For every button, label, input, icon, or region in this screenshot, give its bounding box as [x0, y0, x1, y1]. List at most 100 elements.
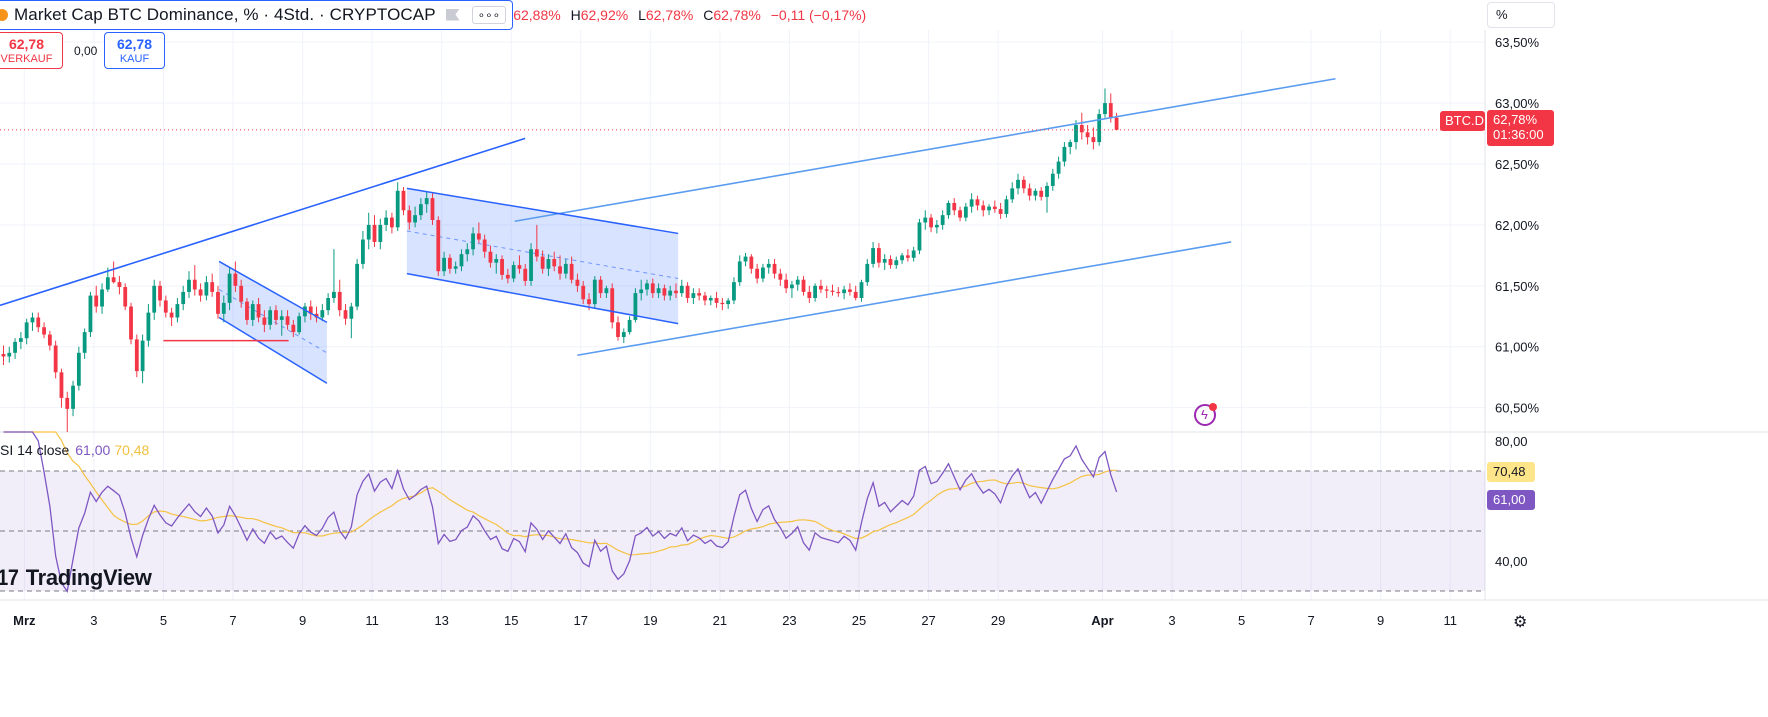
trend-line-trendline: [577, 241, 1232, 357]
candle-up: [546, 259, 551, 269]
candle-down: [447, 257, 452, 269]
candle-up: [146, 312, 151, 341]
candle-down: [372, 224, 377, 242]
last-price-value: 62,78%: [1493, 112, 1538, 127]
candle-up: [842, 289, 847, 294]
ohlc-close-label: C: [703, 6, 714, 23]
candle-up: [297, 316, 302, 333]
candle-down: [975, 199, 980, 206]
buy-button[interactable]: 62,78 KAUF: [104, 32, 165, 69]
candle-up: [140, 340, 145, 372]
candle-up: [963, 206, 968, 218]
ohlc-legend: 62,88% H62,92% L62,78% C62,78% −0,11 (−0…: [513, 7, 866, 23]
rsi-axis-tag: 61,00: [1487, 490, 1535, 510]
candle-down: [650, 283, 655, 294]
rsi-label: SI 14 close: [0, 442, 70, 458]
candle-down: [772, 263, 777, 274]
candle-up: [361, 239, 365, 264]
candle-up: [1062, 146, 1067, 162]
price-axis-label: 60,50%: [1495, 401, 1540, 416]
candle-down: [53, 345, 58, 373]
candle-down: [888, 259, 893, 266]
candle-up: [7, 352, 12, 357]
candle-up: [1004, 199, 1009, 214]
candle-up: [71, 385, 75, 409]
buy-label: KAUF: [119, 53, 150, 65]
symbol-title-box[interactable]: Market Cap BTC Dominance, % · 4Std. · CR…: [0, 0, 514, 30]
candle-down: [1, 354, 6, 357]
candle-up: [227, 273, 232, 303]
candle-up: [442, 257, 446, 272]
candle-down: [1091, 137, 1096, 143]
candle-down: [853, 291, 858, 298]
candle-up: [604, 288, 609, 294]
time-axis-label: 3: [90, 613, 97, 628]
alert-icon[interactable]: ϟ: [1194, 403, 1217, 426]
candle-down: [830, 290, 835, 292]
candle-down: [674, 290, 678, 294]
candle-down: [47, 334, 52, 346]
candle-down: [876, 248, 881, 263]
candle-up: [152, 285, 157, 313]
time-axis-label: 21: [713, 613, 727, 628]
candle-up: [181, 291, 186, 305]
candle-down: [616, 322, 620, 337]
sell-button[interactable]: 62,78 VERKAUF: [0, 32, 63, 69]
candle-down: [610, 288, 615, 323]
candle-down: [505, 274, 510, 279]
candle-up: [865, 263, 870, 283]
candle-up: [187, 279, 191, 292]
rsi-legend[interactable]: SI 14 close 61,00 70,48: [0, 442, 149, 458]
candle-up: [679, 285, 684, 294]
candle-down: [992, 206, 997, 210]
candle-up: [395, 190, 400, 228]
candle-up: [859, 282, 864, 298]
candle-down: [1085, 132, 1090, 138]
time-axis-label: 17: [574, 613, 588, 628]
price-axis-label: 63,50%: [1495, 35, 1540, 50]
candle-down: [158, 285, 162, 301]
candle-down: [569, 263, 574, 280]
time-axis-label: 15: [504, 613, 518, 628]
trend-line-channel: [406, 272, 679, 325]
candle-down: [587, 299, 591, 305]
more-options-button[interactable]: ∘∘∘: [471, 5, 507, 24]
rsi-ma-line: [3, 431, 1117, 556]
bitcoin-icon: [0, 8, 8, 21]
time-axis-label: 9: [299, 613, 306, 628]
time-axis-label: 3: [1168, 613, 1175, 628]
price-axis-label: 62,00%: [1495, 218, 1540, 233]
time-axis-label: 11: [365, 613, 379, 628]
percent-scale-button[interactable]: %: [1487, 2, 1555, 28]
rsi-legend-value: 61,00: [75, 442, 111, 458]
time-axis-label: 25: [852, 613, 866, 628]
candle-up: [882, 259, 887, 263]
candle-down: [981, 205, 986, 211]
candle-up: [987, 206, 991, 211]
settings-gear-icon[interactable]: ⚙: [1513, 614, 1528, 631]
time-axis-label: 19: [643, 613, 657, 628]
candle-down: [848, 289, 852, 292]
flag-icon[interactable]: [445, 8, 460, 21]
candle-down: [1108, 103, 1113, 118]
symbol-title[interactable]: Market Cap BTC Dominance, % · 4Std. · CR…: [14, 4, 436, 24]
ohlc-high-value: 62,92%: [580, 6, 629, 23]
candle-up: [743, 256, 748, 262]
candle-up: [366, 224, 371, 240]
candle-up: [424, 198, 429, 205]
candle-down: [192, 279, 197, 290]
candle-up: [378, 224, 383, 242]
tradingview-logo[interactable]: 17 TradingView: [0, 565, 152, 591]
candle-down: [111, 277, 116, 283]
candle-up: [413, 215, 417, 223]
candle-down: [824, 289, 829, 291]
candle-up: [761, 267, 765, 279]
trend-line-channel: [406, 187, 679, 235]
candle-up: [1103, 103, 1107, 115]
candle-down: [749, 256, 754, 269]
candle-down: [436, 220, 441, 272]
trend-line-trendline: [514, 77, 1336, 223]
candle-up: [621, 332, 626, 337]
candle-down: [274, 310, 278, 320]
